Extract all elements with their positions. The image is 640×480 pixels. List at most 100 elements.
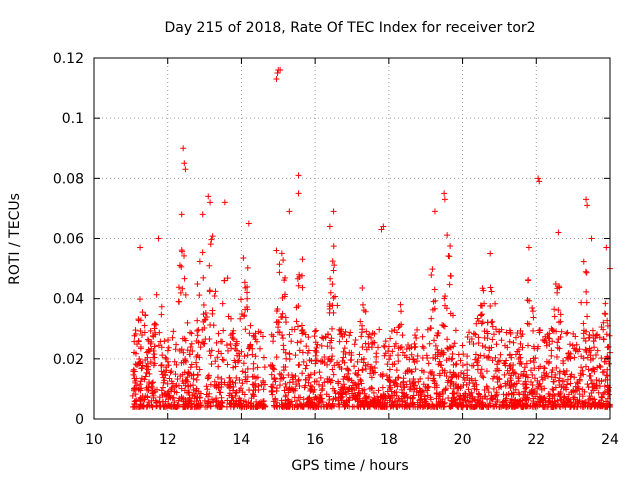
data-point	[591, 396, 598, 403]
data-point	[345, 388, 352, 395]
data-point	[418, 367, 425, 374]
data-point	[553, 353, 560, 360]
data-point	[183, 376, 190, 383]
data-point	[324, 361, 331, 368]
data-point	[508, 403, 515, 410]
data-point	[543, 342, 550, 349]
data-point	[414, 358, 421, 365]
data-point	[247, 322, 254, 329]
data-point	[352, 337, 359, 344]
data-point	[324, 331, 331, 338]
data-point	[600, 336, 607, 343]
data-point	[479, 342, 486, 349]
data-point	[545, 390, 552, 397]
data-point	[195, 326, 202, 333]
data-point	[462, 397, 469, 404]
data-point	[488, 319, 495, 326]
data-point	[395, 358, 402, 365]
data-point	[274, 306, 281, 313]
data-point	[145, 346, 152, 353]
data-point	[308, 401, 315, 408]
data-point	[300, 396, 307, 403]
data-point	[370, 389, 377, 396]
data-point	[403, 345, 410, 352]
data-point	[330, 267, 337, 274]
data-point	[419, 354, 426, 361]
data-point	[319, 385, 326, 392]
data-point	[429, 403, 436, 410]
data-point	[477, 370, 484, 377]
data-point	[282, 397, 289, 404]
data-point	[353, 395, 360, 402]
data-point	[429, 266, 436, 273]
data-point	[594, 331, 601, 338]
data-point	[132, 350, 139, 357]
data-point	[351, 341, 358, 348]
data-point	[530, 359, 537, 366]
data-point	[215, 384, 222, 391]
data-point	[523, 384, 530, 391]
data-point	[451, 340, 458, 347]
data-point	[305, 379, 312, 386]
data-point	[330, 371, 337, 378]
data-point	[420, 344, 427, 351]
data-point	[338, 330, 345, 337]
data-point	[299, 370, 306, 377]
data-point	[157, 402, 164, 409]
data-point	[476, 391, 483, 398]
data-point	[273, 403, 280, 410]
data-point	[504, 367, 511, 374]
data-point	[193, 359, 200, 366]
data-point	[399, 398, 406, 405]
data-point	[455, 393, 462, 400]
data-point	[569, 342, 576, 349]
data-point	[312, 352, 319, 359]
data-point	[311, 396, 318, 403]
data-point	[457, 357, 464, 364]
data-point	[606, 360, 612, 367]
data-point	[570, 396, 577, 403]
data-point	[324, 343, 331, 350]
data-point	[600, 326, 607, 333]
data-point	[446, 281, 453, 288]
data-point	[488, 344, 495, 351]
data-point	[240, 360, 247, 367]
data-point	[196, 394, 203, 401]
data-point	[549, 395, 556, 402]
data-point	[358, 333, 365, 340]
data-point	[579, 393, 586, 400]
data-point	[387, 352, 394, 359]
axis-ticks	[93, 57, 611, 420]
data-point	[240, 255, 247, 262]
data-point	[250, 365, 257, 372]
data-point	[218, 379, 225, 386]
data-point	[159, 384, 166, 391]
data-point	[371, 330, 378, 337]
data-point	[330, 243, 337, 250]
data-point	[321, 353, 328, 360]
data-point	[516, 398, 523, 405]
data-point	[559, 401, 566, 408]
data-point	[256, 400, 263, 407]
data-point	[181, 252, 188, 259]
data-point	[323, 391, 330, 398]
data-point	[582, 337, 589, 344]
data-point	[541, 395, 548, 402]
data-point	[146, 370, 153, 377]
data-point	[238, 296, 245, 303]
data-point	[158, 361, 165, 368]
data-point	[535, 175, 542, 182]
data-point	[158, 344, 165, 351]
data-point	[203, 313, 210, 320]
data-point	[488, 288, 495, 295]
data-point	[563, 354, 570, 361]
data-point	[189, 392, 196, 399]
data-point	[299, 349, 306, 356]
data-point	[318, 342, 325, 349]
data-point	[414, 352, 421, 359]
data-point	[550, 391, 557, 398]
data-point	[135, 316, 142, 323]
data-point	[175, 284, 182, 291]
data-point	[249, 390, 256, 397]
data-point	[186, 351, 193, 358]
